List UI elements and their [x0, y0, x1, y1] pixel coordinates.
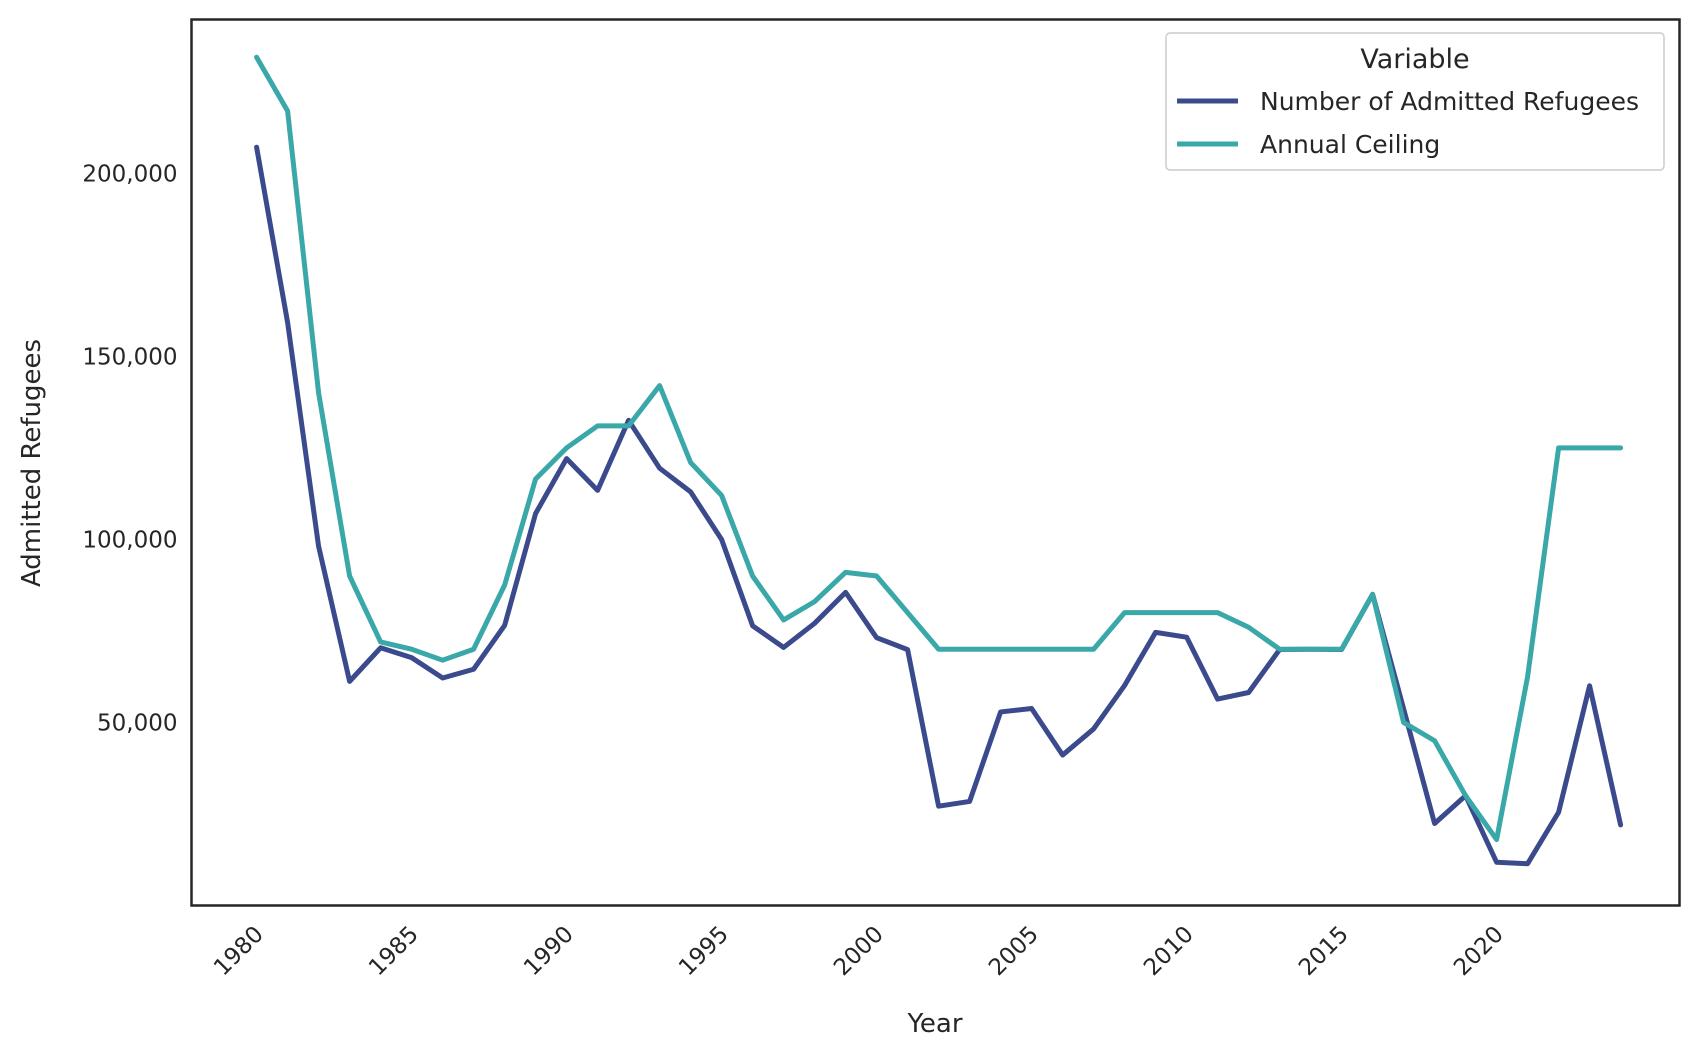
x-tick-label-2010: 2010 [1139, 921, 1199, 981]
series-line-admitted-refugees [254, 144, 1624, 867]
y-tick-label-200000: 200,000 [82, 161, 177, 187]
y-axis-label: Admitted Refugees [17, 339, 47, 587]
y-tick-label-150000: 150,000 [82, 344, 177, 370]
x-tick-label-2000: 2000 [829, 921, 889, 981]
x-tick-label-1985: 1985 [364, 921, 424, 981]
legend-title: Variable [1360, 44, 1469, 75]
plot-frame [190, 18, 1681, 907]
legend: Variable Number of Admitted Refugees Ann… [1165, 32, 1665, 171]
x-tick-label-1990: 1990 [519, 921, 579, 981]
series-line-annual-ceiling [254, 54, 1624, 843]
x-tick-label-2005: 2005 [984, 921, 1044, 981]
legend-label-admitted: Number of Admitted Refugees [1260, 87, 1639, 116]
y-tick-label-50000: 50,000 [97, 710, 177, 736]
x-tick-label-2020: 2020 [1449, 921, 1509, 981]
legend-box [1165, 32, 1665, 171]
x-tick-label-1980: 1980 [209, 921, 269, 981]
x-tick-label-1995: 1995 [674, 921, 734, 981]
x-tick-label-2015: 2015 [1294, 921, 1354, 981]
y-tick-label-100000: 100,000 [82, 527, 177, 553]
legend-label-ceiling: Annual Ceiling [1260, 130, 1440, 159]
x-axis-label: Year [906, 1009, 962, 1039]
